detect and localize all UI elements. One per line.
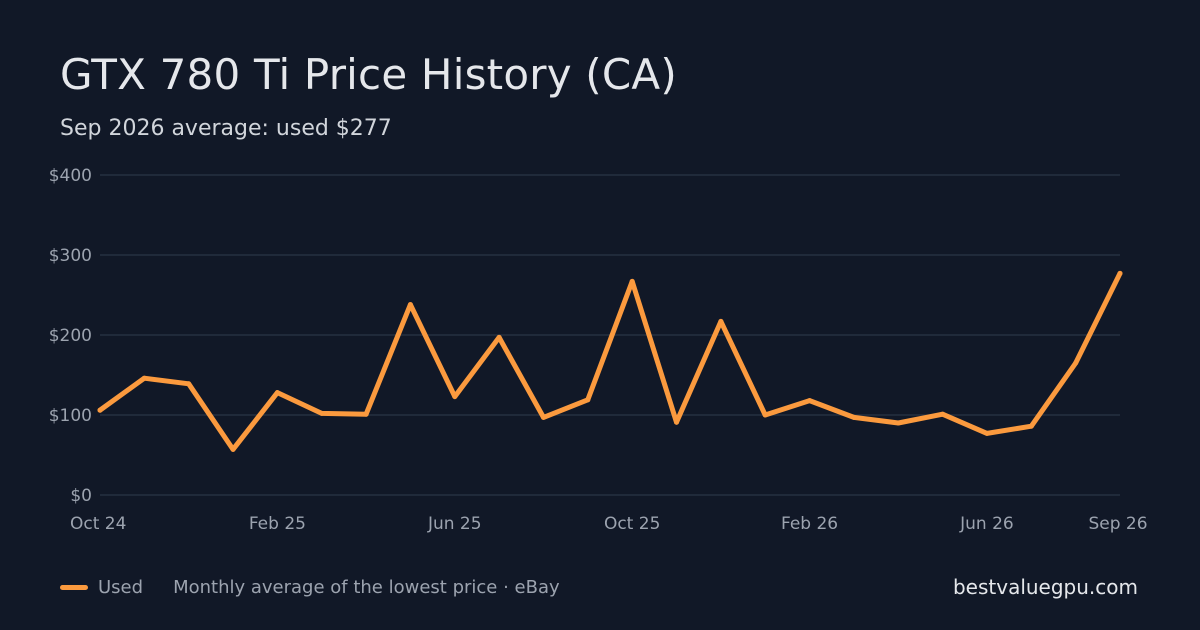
data-point [585,397,591,403]
data-point [629,278,635,284]
legend: Used Monthly average of the lowest price… [60,572,560,602]
data-point [674,419,680,425]
data-point [718,318,724,324]
y-tick-label: $400 [49,166,92,186]
data-point [540,414,546,420]
x-tick-label: Feb 25 [249,514,306,534]
data-point [984,430,990,436]
data-point [940,411,946,417]
data-point [141,375,147,381]
y-tick-label: $300 [49,246,92,266]
data-point [762,412,768,418]
source-note: Monthly average of the lowest price · eB… [173,576,560,598]
data-point [230,446,236,452]
series-line-used [97,270,1123,452]
chart-subtitle: Sep 2026 average: used $277 [60,116,392,141]
data-point [807,398,813,404]
data-point [452,394,458,400]
site-link[interactable]: bestvaluegpu.com [952,575,1138,599]
data-point [186,381,192,387]
data-point [1028,423,1034,429]
data-point [1073,360,1079,366]
y-tick-label: $0 [70,486,92,506]
x-tick-label: Oct 24 [70,514,126,534]
x-tick-label: Feb 26 [781,514,838,534]
data-point [319,410,325,416]
data-point [97,407,103,413]
legend-swatch-used [60,584,88,590]
x-tick-label: Jun 25 [427,514,482,534]
x-tick-label: Jun 26 [959,514,1014,534]
chart-title: GTX 780 Ti Price History (CA) [60,50,677,99]
x-axis-ticks: Oct 24 Feb 25 Jun 25 Oct 25 Feb 26 Jun 26 Sep … [70,514,1148,534]
data-point [895,420,901,426]
data-point [851,414,857,420]
x-tick-label: Sep 26 [1088,514,1147,534]
legend-label-used: Used [98,576,144,598]
x-tick-label: Oct 25 [604,514,660,534]
data-point [1117,270,1123,276]
y-tick-label: $100 [49,406,92,426]
data-point [363,411,369,417]
y-tick-label: $200 [49,326,92,346]
y-axis-ticks: $0 $100 $200 $300 $400 [49,166,92,506]
series-layer [97,270,1123,452]
data-point [496,334,502,340]
data-point [407,302,413,308]
data-point [274,390,280,396]
